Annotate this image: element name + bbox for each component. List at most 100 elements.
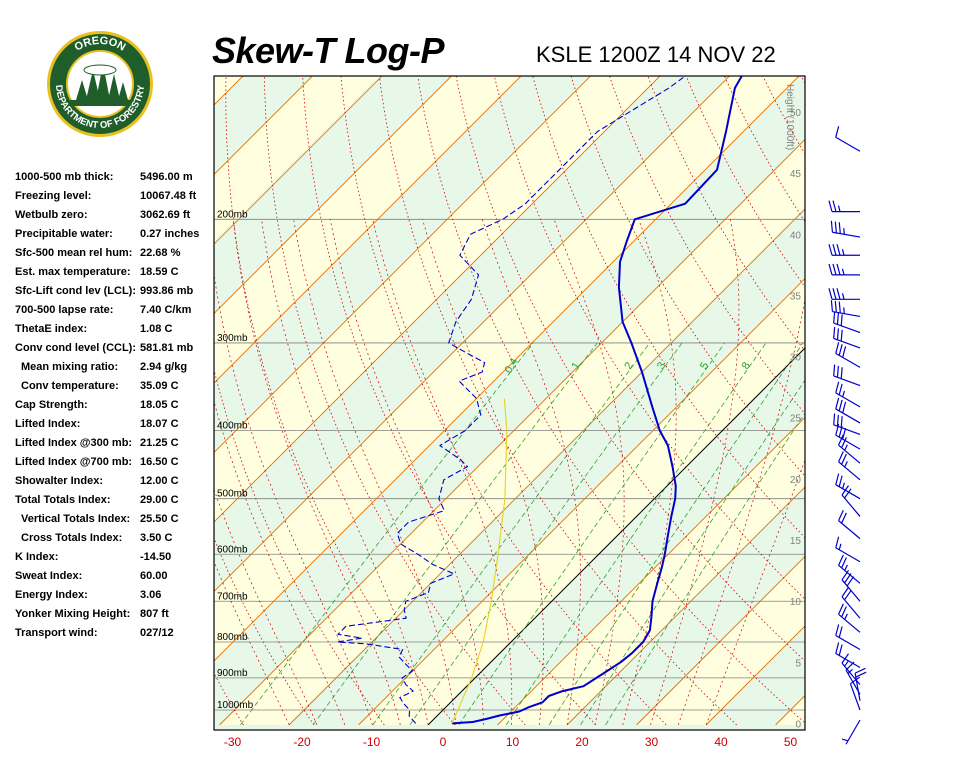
wind-barb-staff: [838, 613, 861, 633]
isotherm-line: [214, 76, 800, 662]
wind-barb-feather: [838, 434, 844, 446]
height-axis-label: Height (1000ft): [784, 84, 795, 150]
height-tick-label: 5: [795, 658, 801, 669]
mixing-ratio-line: [240, 342, 534, 726]
isotherm-line: [566, 486, 805, 726]
wind-barb-feather: [838, 644, 843, 656]
wind-barb-staff: [833, 337, 861, 349]
wind-barb-feather: [838, 626, 843, 638]
temperature-profile: [451, 76, 743, 725]
pressure-level-label: 800mb: [217, 632, 248, 643]
plot-frame: [213, 75, 806, 731]
wind-barb-staff: [838, 444, 861, 464]
wind-barb-staff: [849, 683, 861, 711]
wind-barb-half-feather: [838, 543, 842, 550]
dry-adiabat: [302, 76, 597, 726]
wind-barb: [835, 397, 861, 424]
wind-barb-staff: [833, 375, 861, 387]
wind-barb-feather: [830, 220, 834, 233]
wind-barb: [835, 126, 861, 152]
index-label: Wetbulb zero:: [15, 209, 88, 221]
wind-barb-feather: [840, 416, 843, 428]
wind-barb-staff: [838, 564, 861, 584]
temperature-tick-label: -30: [224, 735, 242, 749]
wind-barb-feather: [855, 671, 867, 678]
wind-barb-staff: [835, 653, 861, 669]
isotherm-line: [214, 76, 453, 315]
wind-barb-feather: [841, 512, 847, 524]
index-value: 5496.00 m: [140, 171, 193, 183]
index-row: K Index: -14.50: [15, 548, 220, 567]
wind-barb-feather: [833, 311, 836, 324]
wind-barb-feather: [832, 263, 837, 276]
station-time-label: KSLE 1200Z 14 NOV 22: [536, 42, 776, 67]
mixing-ratio-line: [548, 342, 804, 726]
pressure-level-label: 200mb: [217, 209, 248, 220]
wind-barb-feather: [835, 397, 840, 410]
pressure-level-label: 400mb: [217, 421, 248, 432]
height-tick-label: 45: [790, 169, 802, 180]
wind-barb-feather: [838, 510, 844, 521]
wind-barb: [835, 473, 861, 500]
index-label: Est. max temperature:: [15, 266, 131, 278]
wind-barb: [835, 642, 861, 669]
wind-barb: [838, 434, 861, 464]
index-label: Mean mixing ratio:: [21, 361, 119, 373]
temperature-tick-label: 0: [440, 735, 447, 749]
wind-barb-staff: [841, 662, 861, 685]
wind-barb-feather: [833, 413, 836, 425]
wind-barb: [838, 603, 861, 633]
wind-barb: [830, 300, 861, 318]
wind-barb-feather: [828, 263, 833, 276]
wind-barb-feather: [850, 676, 861, 685]
index-value: 60.00: [140, 570, 168, 582]
temperature-tick-label: 20: [575, 735, 589, 749]
chart-title: Skew-T Log-P: [212, 30, 445, 71]
wind-barb: [828, 288, 860, 300]
dewpoint-profile: [336, 76, 687, 724]
wind-barb: [833, 326, 861, 349]
index-value: 3062.69 ft: [140, 209, 191, 221]
wind-barb-half-feather: [841, 293, 845, 300]
wind-barb-feather: [833, 326, 836, 339]
index-label: Transport wind:: [15, 627, 98, 639]
temperature-tick-label: 40: [714, 735, 728, 749]
index-value: 12.00 C: [140, 475, 179, 487]
wind-barb-feather: [836, 328, 839, 340]
wind-barb: [835, 536, 861, 563]
index-label: ThetaE index:: [15, 323, 88, 335]
svg-text:OREGON: OREGON: [73, 35, 128, 54]
moist-adiabat: [422, 219, 544, 725]
index-value: 18.59 C: [140, 266, 179, 278]
wind-barb: [854, 667, 867, 701]
wind-barb-half-feather: [841, 738, 849, 742]
index-value: 027/12: [140, 627, 174, 639]
index-label: Freezing level:: [15, 190, 92, 202]
wind-barb-feather: [838, 399, 843, 412]
pressure-level-label: 900mb: [217, 668, 248, 679]
wind-barb-feather: [832, 288, 837, 300]
index-label: Precipitable water:: [15, 228, 113, 240]
wind-barb: [833, 413, 861, 435]
wind-barb-half-feather: [837, 205, 841, 212]
wind-barb-feather: [838, 451, 844, 463]
index-label: Sweat Index:: [15, 570, 83, 582]
wind-barb-feather: [835, 381, 840, 394]
height-tick-label: 40: [790, 230, 802, 241]
index-row: 700-500 lapse rate: 7.40 C/km: [15, 301, 220, 320]
wind-barb-half-feather: [841, 249, 845, 256]
index-row: Yonker Mixing Height: 807 ft: [15, 605, 220, 624]
index-value: 3.06: [140, 589, 162, 601]
wind-barb-staff: [835, 547, 861, 563]
wind-barb-staff: [835, 408, 861, 424]
wind-barb: [828, 263, 860, 276]
index-row: Conv cond level (CCL): 581.81 mb: [15, 339, 220, 358]
oregon-forestry-logo: OREGON DEPARTMENT OF FORESTRY: [47, 31, 153, 137]
wind-barb: [835, 624, 861, 651]
moist-adiabat: [232, 219, 401, 725]
wind-barb-feather: [840, 314, 843, 326]
index-label: Sfc-Lift cond lev (LCL):: [15, 285, 136, 297]
index-label: Yonker Mixing Height:: [15, 608, 131, 620]
index-row: Total Totals Index: 29.00 C: [15, 491, 220, 510]
dry-adiabat: [263, 76, 526, 726]
